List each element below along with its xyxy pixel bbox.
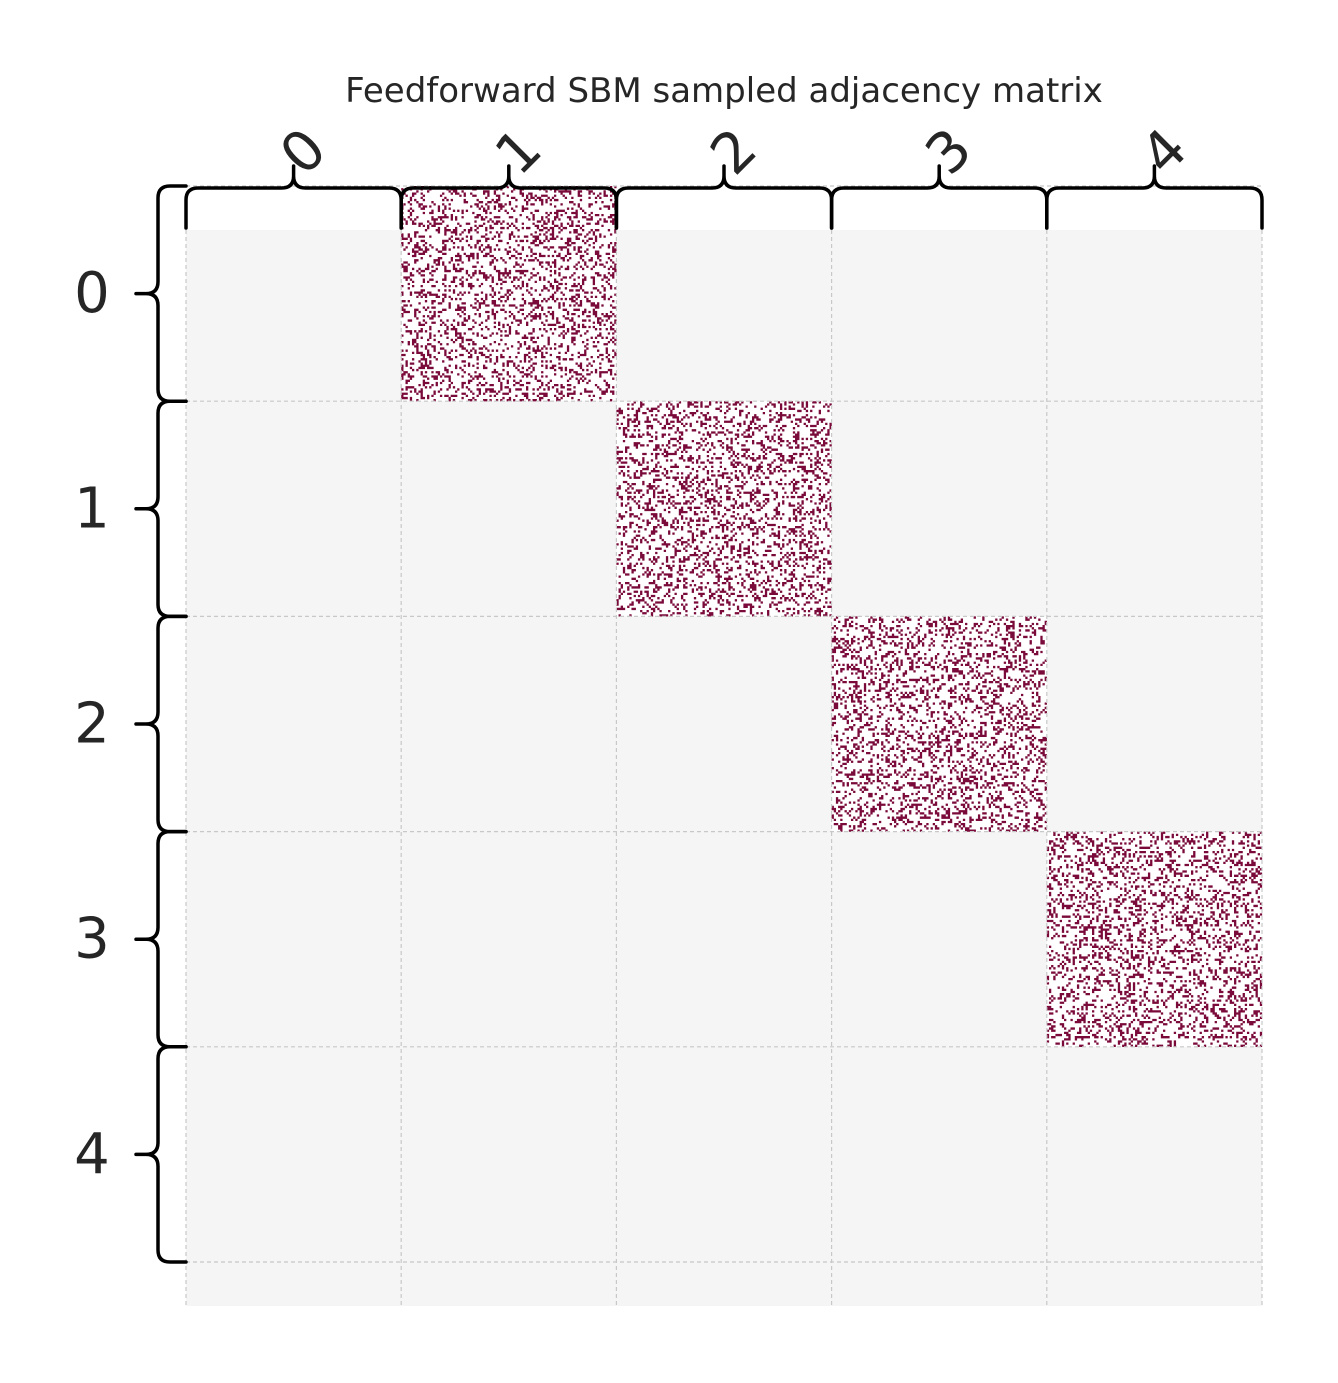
x-axis-braces <box>184 164 1264 230</box>
y-axis-braces <box>134 184 188 1264</box>
y-tick-label-1: 1 <box>74 476 110 541</box>
y-tick-labels: 0 1 2 3 4 <box>74 261 110 1187</box>
block-1-2 <box>616 401 832 617</box>
block-0-1 <box>401 186 617 402</box>
x-brace-3 <box>829 164 1049 230</box>
y-tick-label-0: 0 <box>74 261 110 326</box>
y-brace-4 <box>134 1045 188 1264</box>
block-2-3 <box>831 616 1047 832</box>
x-tick-label-3: 3 <box>914 116 985 187</box>
y-tick-label-4: 4 <box>74 1122 110 1187</box>
x-tick-label-4: 4 <box>1129 116 1200 187</box>
x-brace-0 <box>184 164 403 230</box>
x-brace-4 <box>1045 164 1264 230</box>
y-tick-label-2: 2 <box>74 692 110 757</box>
block-3-4 <box>1046 831 1263 1047</box>
y-brace-0 <box>134 184 188 403</box>
x-brace-2 <box>614 164 834 230</box>
chart-title: Feedforward SBM sampled adjacency matrix <box>345 71 1103 111</box>
y-tick-label-3: 3 <box>74 907 110 972</box>
y-brace-1 <box>134 399 188 619</box>
adjacency-blocks <box>401 186 1263 1047</box>
y-brace-3 <box>134 829 188 1049</box>
x-tick-label-2: 2 <box>698 116 769 187</box>
plot-background <box>186 230 1262 1306</box>
block-gridlines <box>185 185 1263 1306</box>
y-brace-2 <box>134 614 188 834</box>
x-tick-label-1: 1 <box>483 116 554 187</box>
x-tick-label-0: 0 <box>268 116 339 187</box>
x-tick-labels: 0 1 2 3 4 <box>268 116 1200 187</box>
